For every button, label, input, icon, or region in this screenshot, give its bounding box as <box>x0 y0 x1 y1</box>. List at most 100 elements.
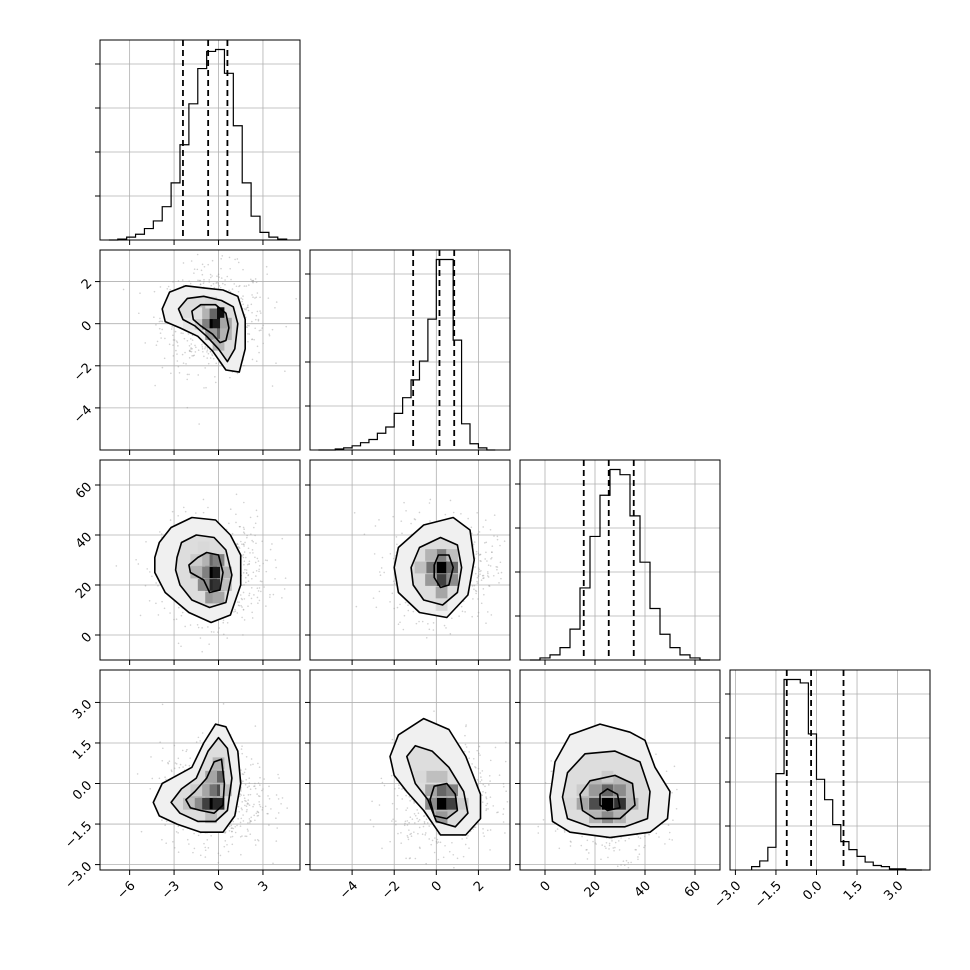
scatter-point <box>474 766 476 768</box>
scatter-point <box>479 553 482 556</box>
scatter-point <box>169 519 172 521</box>
scatter-point <box>464 743 467 746</box>
scatter-point <box>207 847 210 849</box>
density-cell <box>197 554 210 566</box>
scatter-point <box>485 809 487 812</box>
scatter-point <box>215 362 218 365</box>
density-cell <box>435 797 448 810</box>
scatter-point <box>476 582 479 584</box>
x-tick-label: 1.5 <box>841 878 866 903</box>
panel-background <box>100 250 300 450</box>
scatter-point <box>204 367 206 369</box>
scatter-point <box>234 610 237 613</box>
scatter-point <box>159 531 161 533</box>
scatter-point <box>391 738 394 741</box>
scatter-point <box>248 818 251 820</box>
scatter-point <box>236 372 239 375</box>
scatter-point <box>248 563 250 565</box>
density-cell <box>220 317 232 330</box>
scatter-point <box>245 810 248 813</box>
scatter-point <box>381 781 384 784</box>
scatter-point <box>570 841 572 843</box>
scatter-point <box>270 808 272 810</box>
scatter-point <box>418 620 420 623</box>
scatter-point <box>238 525 241 528</box>
plot-area <box>122 253 297 425</box>
scatter-point <box>476 615 479 617</box>
density-panel-0-1: −4 −2 0 2 <box>71 249 301 455</box>
scatter-point <box>592 840 594 843</box>
scatter-point <box>479 553 481 556</box>
contour-line <box>393 516 476 619</box>
scatter-point <box>251 311 253 314</box>
density-cell <box>446 549 458 561</box>
scatter-point <box>191 339 194 341</box>
scatter-point <box>243 285 246 287</box>
scatter-point <box>243 532 246 535</box>
scatter-point <box>246 803 249 805</box>
panel-border <box>309 669 511 871</box>
scatter-point <box>256 587 259 589</box>
scatter-point <box>250 602 253 605</box>
scatter-point <box>243 598 246 600</box>
scatter-point <box>247 799 250 801</box>
scatter-point <box>558 847 561 850</box>
scatter-point <box>416 809 419 811</box>
scatter-point <box>248 804 251 806</box>
contour-line <box>177 295 239 363</box>
scatter-point <box>461 838 463 840</box>
panel-background <box>100 40 300 240</box>
scatter-point <box>498 582 500 584</box>
scatter-point <box>243 797 246 799</box>
scatter-point <box>245 581 247 584</box>
scatter-point <box>239 525 241 528</box>
density-cell <box>425 561 437 574</box>
scatter-point <box>243 543 245 546</box>
scatter-point <box>492 574 495 577</box>
scatter-point <box>598 875 600 877</box>
scatter-point <box>176 360 179 362</box>
scatter-point <box>250 303 253 306</box>
scatter-point <box>242 814 244 816</box>
scatter-point <box>241 745 243 747</box>
scatter-point <box>211 354 214 357</box>
scatter-point <box>407 609 410 612</box>
scatter-point <box>262 342 264 345</box>
scatter-point <box>256 292 259 294</box>
scatter-point <box>203 355 205 358</box>
scatter-point <box>242 531 245 533</box>
scatter-point <box>462 855 465 858</box>
scatter-point <box>257 319 260 322</box>
scatter-point <box>405 509 407 512</box>
scatter-point <box>228 522 230 525</box>
scatter-point <box>171 510 174 513</box>
scatter-point <box>251 617 254 619</box>
scatter-point <box>431 839 434 842</box>
scatter-point <box>398 787 400 789</box>
scatter-point <box>423 815 426 817</box>
scatter-point <box>258 570 260 573</box>
scatter-point <box>393 582 396 585</box>
scatter-point <box>490 614 493 616</box>
scatter-point <box>239 821 242 824</box>
scatter-point <box>658 836 660 838</box>
scatter-point <box>224 831 227 833</box>
panel-border <box>309 249 511 451</box>
scatter-point <box>247 605 249 607</box>
scatter-point <box>413 802 415 804</box>
scatter-point <box>464 611 466 613</box>
density-cell <box>589 784 601 797</box>
scatter-point <box>208 281 211 283</box>
scatter-point <box>206 351 208 353</box>
scatter-point <box>267 812 269 815</box>
scatter-point <box>389 552 392 555</box>
scatter-point <box>193 847 196 850</box>
scatter-point <box>449 499 452 502</box>
scatter-point <box>244 541 246 544</box>
scatter-point <box>401 532 403 535</box>
scatter-point <box>193 268 196 270</box>
scatter-point <box>355 605 358 608</box>
scatter-point <box>255 296 258 299</box>
scatter-point <box>195 741 198 743</box>
scatter-point <box>397 623 400 626</box>
